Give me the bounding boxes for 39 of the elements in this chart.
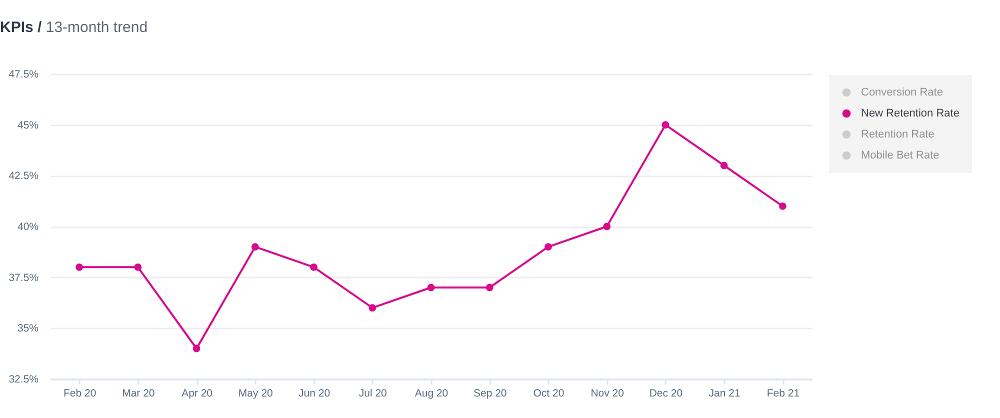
x-tick-label: Aug 20	[414, 388, 448, 400]
y-tick-label: 35%	[17, 322, 38, 335]
point	[134, 263, 142, 271]
y-tick-label: 40%	[17, 221, 38, 233]
point	[310, 263, 318, 271]
x-tick-label: Nov 20	[590, 388, 624, 400]
y-tick-label: 37.5%	[8, 272, 38, 284]
point	[544, 243, 552, 251]
x-tick-label: May 20	[238, 388, 274, 400]
x-tick-label: Mar 20	[122, 388, 155, 400]
chart-subtitle: 13-month trend	[46, 19, 148, 36]
y-tick-label: 45%	[17, 119, 38, 132]
point	[76, 263, 84, 271]
point	[192, 344, 200, 352]
y-tick-label: 47.5%	[8, 68, 38, 80]
x-tick-label: Feb 21	[766, 388, 800, 400]
x-tick-label: Jun 20	[298, 388, 330, 400]
y-tick-label: 42.5%	[8, 170, 38, 182]
point	[778, 202, 786, 210]
point	[251, 243, 259, 251]
legend-label: Mobile Bet Rate	[861, 150, 940, 162]
y-tick-label: 32.5%	[8, 374, 38, 386]
x-tick-label: Jul 20	[358, 388, 388, 400]
legend-label: Retention Rate	[861, 128, 934, 140]
point	[427, 284, 435, 292]
point	[603, 222, 611, 230]
x-tick-label: Dec 20	[649, 388, 683, 400]
x-tick-label: Feb 20	[63, 388, 96, 400]
x-tick-label: Oct 20	[533, 388, 564, 400]
point	[368, 304, 376, 312]
point	[662, 121, 670, 129]
chart-title: KPIs /	[0, 19, 42, 36]
x-tick-label: Jan 21	[708, 388, 740, 400]
x-tick-label: Sep 20	[473, 388, 507, 400]
point	[720, 162, 728, 170]
legend-label: New Retention Rate	[861, 108, 960, 120]
legend-label: Conversion Rate	[861, 86, 943, 98]
point	[486, 284, 494, 292]
x-tick-label: Apr 20	[182, 388, 213, 400]
